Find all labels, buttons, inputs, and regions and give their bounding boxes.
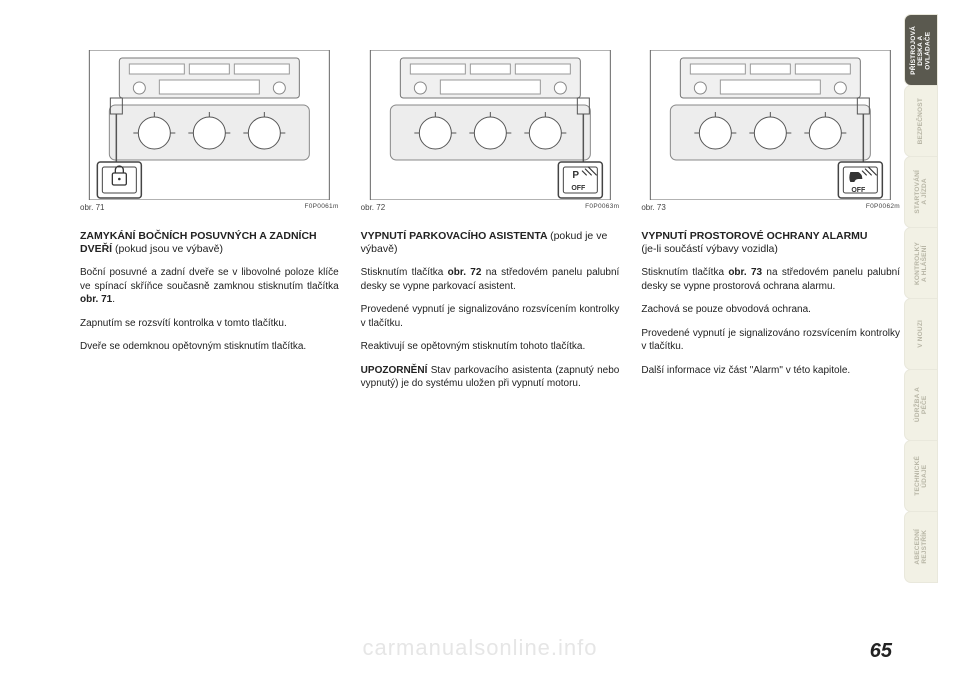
col2-para-1: Stisknutím tlačítka obr. 72 na středovém… (361, 266, 620, 293)
figure-72: P OFF obr. 72 F0P0063m (361, 50, 620, 212)
tab-rejstrik[interactable]: ABECEDNÍREJSTŘÍK (904, 511, 938, 583)
tab-technicke[interactable]: TECHNICKÉÚDAJE (904, 440, 938, 512)
figure-72-image: P OFF (361, 50, 620, 200)
col3-para-1: Stisknutím tlačítka obr. 73 na středovém… (641, 266, 900, 293)
figure-71: obr. 71 F0P0061m (80, 50, 339, 212)
col1-para-3: Dveře se odemknou opětovným stisknutím t… (80, 340, 339, 354)
svg-text:OFF: OFF (571, 185, 586, 192)
section-tabs: PŘÍSTROJOVÁDESKA AOVLÁDAČE BEZPEČNOST ST… (904, 14, 938, 583)
tab-kontrolky[interactable]: KONTROLKYA HLÁŠENÍ (904, 227, 938, 299)
heading-3: VYPNUTÍ PROSTOROVÉ OCHRANY ALARMU (641, 230, 900, 243)
svg-text:P: P (572, 170, 579, 181)
col2-para-2: Provedené vypnutí je signalizováno rozsv… (361, 303, 620, 330)
figure-71-image (80, 50, 339, 200)
col2-para-3: Reaktivují se opětovným stisknutím tohot… (361, 340, 620, 354)
heading-1: ZAMYKÁNÍ BOČNÍCH POSUVNÝCH A ZADNÍCH DVE… (80, 230, 339, 256)
page-number: 65 (870, 640, 892, 663)
content-columns: obr. 71 F0P0061m ZAMYKÁNÍ BOČNÍCH POSUVN… (80, 50, 900, 391)
column-1: obr. 71 F0P0061m ZAMYKÁNÍ BOČNÍCH POSUVN… (80, 50, 339, 391)
tab-startovani[interactable]: STARTOVÁNÍA JÍZDA (904, 156, 938, 228)
column-3: OFF obr. 73 F0P0062m VYPNUTÍ PROSTOROVÉ … (641, 50, 900, 391)
watermark: carmanualsonline.info (362, 635, 597, 661)
tab-udrzba[interactable]: ÚDRŽBA APÉČE (904, 369, 938, 441)
figure-72-caption-right: F0P0063m (585, 203, 619, 212)
tab-v-nouzi[interactable]: V NOUZI (904, 298, 938, 370)
figure-73-caption-left: obr. 73 (641, 203, 665, 212)
column-2: P OFF obr. 72 F0P0063m VYPNUTÍ PARKOVACÍ… (361, 50, 620, 391)
tab-bezpecnost[interactable]: BEZPEČNOST (904, 85, 938, 157)
figure-73-image: OFF (641, 50, 900, 200)
col3-para-3: Provedené vypnutí je signalizováno rozsv… (641, 327, 900, 354)
figure-71-caption-left: obr. 71 (80, 203, 104, 212)
figure-72-caption-left: obr. 72 (361, 203, 385, 212)
col3-para-2: Zachová se pouze obvodová ochrana. (641, 303, 900, 317)
figure-71-caption: obr. 71 F0P0061m (80, 203, 339, 212)
manual-page: PŘÍSTROJOVÁDESKA AOVLÁDAČE BEZPEČNOST ST… (0, 0, 960, 679)
tab-pristrojova-deska[interactable]: PŘÍSTROJOVÁDESKA AOVLÁDAČE (904, 14, 938, 86)
heading-3-sub: (je-li součástí výbavy vozidla) (641, 243, 900, 256)
col3-para-4: Další informace viz část "Alarm" v této … (641, 364, 900, 378)
col2-para-4: UPOZORNĚNÍ Stav parkovacího asistenta (z… (361, 364, 620, 391)
figure-73-caption-right: F0P0062m (866, 203, 900, 212)
figure-71-caption-right: F0P0061m (304, 203, 338, 212)
svg-text:OFF: OFF (852, 187, 867, 194)
col1-para-1: Boční posuvné a zadní dveře se v libovol… (80, 266, 339, 307)
heading-2: VYPNUTÍ PARKOVACÍHO ASISTENTA (pokud je … (361, 230, 620, 256)
col1-para-2: Zapnutím se rozsvítí kontrolka v tomto t… (80, 317, 339, 331)
figure-73-caption: obr. 73 F0P0062m (641, 203, 900, 212)
figure-73: OFF obr. 73 F0P0062m (641, 50, 900, 212)
figure-72-caption: obr. 72 F0P0063m (361, 203, 620, 212)
